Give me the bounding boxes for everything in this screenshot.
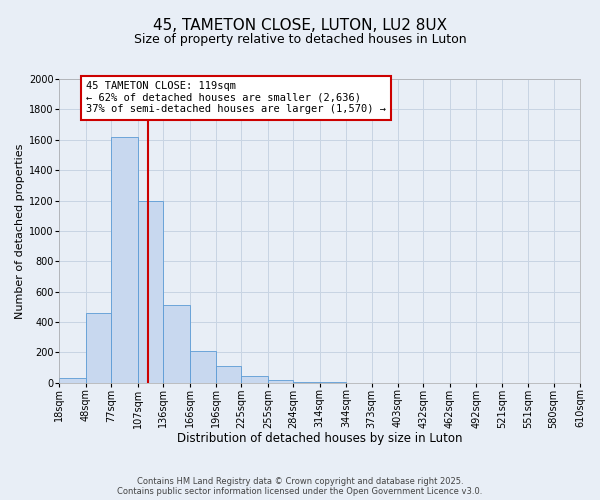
Bar — [241, 376, 268, 383]
X-axis label: Distribution of detached houses by size in Luton: Distribution of detached houses by size … — [177, 432, 463, 445]
Text: Size of property relative to detached houses in Luton: Size of property relative to detached ho… — [134, 32, 466, 46]
Text: Contains public sector information licensed under the Open Government Licence v3: Contains public sector information licen… — [118, 486, 482, 496]
Bar — [86, 313, 111, 383]
Bar — [216, 366, 241, 383]
Bar — [163, 306, 190, 383]
Bar — [59, 378, 86, 383]
Text: 45 TAMETON CLOSE: 119sqm
← 62% of detached houses are smaller (2,636)
37% of sem: 45 TAMETON CLOSE: 119sqm ← 62% of detach… — [86, 82, 386, 114]
Bar — [293, 382, 320, 383]
Bar — [190, 351, 216, 383]
Y-axis label: Number of detached properties: Number of detached properties — [15, 143, 25, 318]
Bar — [268, 380, 293, 383]
Text: Contains HM Land Registry data © Crown copyright and database right 2025.: Contains HM Land Registry data © Crown c… — [137, 476, 463, 486]
Bar — [137, 200, 163, 383]
Bar — [111, 136, 137, 383]
Text: 45, TAMETON CLOSE, LUTON, LU2 8UX: 45, TAMETON CLOSE, LUTON, LU2 8UX — [153, 18, 447, 32]
